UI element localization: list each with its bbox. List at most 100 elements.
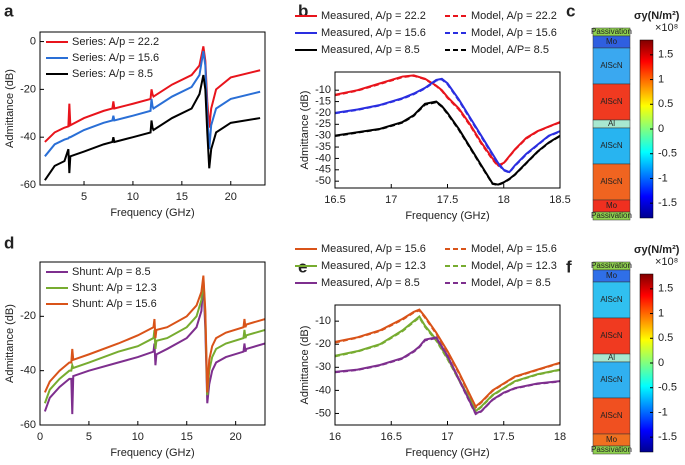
x-tick-label: 17.5 [437,194,458,206]
y-tick-label: -45 [315,164,331,176]
y-tick-label: -40 [20,131,36,143]
x-tick-label: 20 [225,191,237,203]
series-line [335,316,560,414]
y-tick-label: -40 [315,384,331,396]
legend-label: Measured, A/p = 15.6 [321,27,426,39]
panel-label: d [4,233,14,252]
y-axis-label: Admittance (dB) [4,304,16,383]
x-axis-label: Frequency (GHz) [110,447,194,459]
layer-label: Passivation [591,211,632,220]
colorbar-tick-label: 1.5 [658,283,673,295]
x-axis-label: Frequency (GHz) [405,210,489,222]
legend-label: Measured, A/p = 8.5 [321,277,420,289]
layer [592,361,631,399]
legend-label: Measured, A/p = 22.2 [321,10,426,22]
legend-label: Shunt: A/p = 8.5 [72,266,151,278]
series-line [44,50,261,157]
x-tick-label: 15 [176,191,188,203]
panel-label: b [298,1,308,20]
x-axis-label: Frequency (GHz) [405,447,489,459]
y-tick-label: -20 [20,310,36,322]
layer [592,397,631,435]
colorbar-tick-label: -1.5 [658,197,677,209]
series-line [335,315,560,413]
x-tick-label: 5 [86,431,92,443]
series-line [44,74,261,181]
y-tick-label: -20 [315,107,331,119]
x-tick-label: 16 [329,431,341,443]
layer [592,83,631,121]
layer-label: AlScN [600,61,622,70]
colorbar-tick-label: 1 [658,307,664,319]
colorbar-tick-label: -1 [658,406,668,418]
layer-label: AlScN [600,141,622,150]
x-tick-label: 5 [81,191,87,203]
layer [592,47,631,85]
layer-label: Mo [606,201,618,210]
series-line [335,74,560,167]
series-line [43,280,265,415]
x-tick-label: 15 [181,431,193,443]
layer-label: AlScN [600,411,622,420]
x-tick-label: 18.5 [549,194,570,206]
legend-label: Series: A/p = 22.2 [72,36,159,48]
y-tick-label: -60 [20,179,36,191]
x-tick-label: 17.5 [493,431,514,443]
legend-label: Model, A/p = 15.6 [471,243,557,255]
series-line [335,337,560,416]
layer-label: AlScN [600,177,622,186]
y-tick-label: -10 [315,315,331,327]
layer-label: AlScN [600,375,622,384]
y-tick-label: -20 [20,83,36,95]
y-tick-label: -30 [315,361,331,373]
y-tick-label: -40 [20,365,36,377]
panel-label: a [4,1,14,20]
colorbar-tick-label: 1.5 [658,49,673,61]
y-tick-label: -20 [315,338,331,350]
legend-label: Model, A/p = 15.6 [471,27,557,39]
layer [592,317,631,355]
colorbar-tick-label: 1 [658,73,664,85]
legend-label: Series: A/p = 15.6 [72,52,159,64]
series-line [335,77,560,174]
colorbar-tick-label: 0 [658,123,664,135]
colorbar-tick-label: 0.5 [658,332,673,344]
plot-frame [39,31,266,186]
colorbar-label: σy(N/m²) [634,10,680,22]
x-tick-label: 10 [132,431,144,443]
colorbar-scale: ×10⁸ [655,256,678,268]
series-line [335,100,560,186]
legend-label: Model, A/p = 12.3 [471,260,557,272]
series-line [44,46,261,143]
y-axis-label: Admittance (dB) [299,91,311,170]
layer-label: Mo [606,37,618,46]
x-axis-label: Frequency (GHz) [110,207,194,219]
x-tick-label: 16.5 [381,431,402,443]
layer-label: Al [608,119,615,128]
x-tick-label: 16.5 [324,194,345,206]
y-tick-label: -15 [315,95,331,107]
y-axis-label: Admittance (dB) [299,326,311,405]
series-line [43,275,265,393]
colorbar-tick-label: -1.5 [658,431,677,443]
legend-label: Model, A/P= 8.5 [471,44,549,56]
colorbar-scale: ×10⁸ [655,22,678,34]
layer-label: Al [608,353,615,362]
layer-label: AlScN [600,331,622,340]
layer-label: AlScN [600,97,622,106]
plot-frame [334,304,561,426]
layer [592,211,631,221]
y-tick-label: 0 [30,35,36,47]
legend-label: Measured, A/p = 15.6 [321,243,426,255]
y-tick-label: -25 [315,118,331,130]
x-tick-label: 17 [385,194,397,206]
colorbar-tick-label: -0.5 [658,148,677,160]
x-tick-label: 20 [230,431,242,443]
legend-label: Shunt: A/p = 12.3 [72,282,157,294]
layer [592,127,631,165]
colorbar-label: σy(N/m²) [634,244,680,256]
y-tick-label: -40 [315,152,331,164]
layer-label: Passivation [591,27,632,36]
series-line [335,74,560,168]
layer [592,445,631,455]
